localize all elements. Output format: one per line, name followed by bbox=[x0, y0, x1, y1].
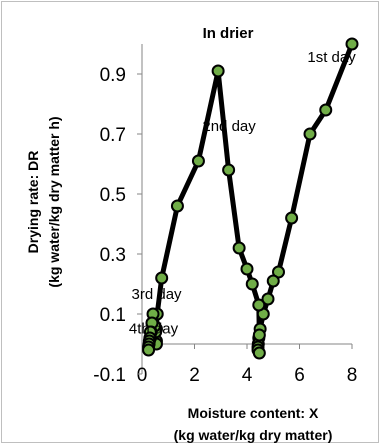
y-tick-label: -0.1 bbox=[93, 365, 126, 386]
data-point bbox=[240, 262, 254, 276]
x-tick-label: 6 bbox=[294, 365, 305, 386]
data-point bbox=[261, 292, 275, 306]
data-point bbox=[222, 163, 236, 177]
series-lines bbox=[146, 41, 355, 356]
y-tick-label: 0.3 bbox=[100, 245, 126, 266]
data-point bbox=[245, 277, 259, 291]
annotation-label: 3rd day bbox=[132, 286, 183, 303]
y-tick-label: 0.7 bbox=[100, 125, 126, 146]
x-tick-label: 2 bbox=[189, 365, 200, 386]
data-point bbox=[252, 328, 266, 342]
data-point bbox=[232, 241, 246, 255]
x-tick-label: 4 bbox=[242, 365, 253, 386]
annotations: 1st day 2nd day 3rd day 4th day bbox=[129, 49, 356, 338]
data-point bbox=[319, 103, 333, 117]
data-point bbox=[303, 127, 317, 141]
data-point bbox=[285, 211, 299, 225]
x-axis-label-line1: Moisture content: X bbox=[188, 405, 319, 421]
chart-title: In drier bbox=[203, 25, 254, 42]
data-point bbox=[266, 274, 280, 288]
data-markers bbox=[142, 37, 359, 360]
data-point bbox=[191, 154, 205, 168]
data-point bbox=[142, 343, 156, 357]
annotation-label: 1st day bbox=[307, 49, 356, 66]
series-line-2 bbox=[153, 68, 262, 356]
data-point bbox=[252, 346, 266, 360]
x-axis-label-line2: (kg water/kg dry matter) bbox=[174, 427, 333, 443]
data-point bbox=[170, 199, 184, 213]
y-axis-label-line1: Drying rate: DR bbox=[25, 151, 41, 254]
y-tick-label: 0.1 bbox=[100, 305, 126, 326]
y-axis-label-line2: (kg water/kg dry matter h) bbox=[46, 116, 62, 287]
series-line-1 bbox=[255, 41, 355, 353]
y-tick-label: 0.5 bbox=[100, 185, 126, 206]
axes: 0 2 4 6 8 -0.1 0.1 0.3 0.5 0.7 0.9 bbox=[93, 44, 357, 386]
data-point bbox=[252, 298, 266, 312]
x-tick-label: 0 bbox=[137, 365, 148, 386]
annotation-label: 4th day bbox=[129, 321, 179, 338]
y-tick-label: 0.9 bbox=[100, 65, 126, 86]
data-point bbox=[211, 64, 225, 78]
x-tick-label: 8 bbox=[347, 365, 358, 386]
annotation-label: 2nd day bbox=[202, 118, 256, 135]
data-point bbox=[345, 37, 359, 51]
data-point bbox=[155, 271, 169, 285]
